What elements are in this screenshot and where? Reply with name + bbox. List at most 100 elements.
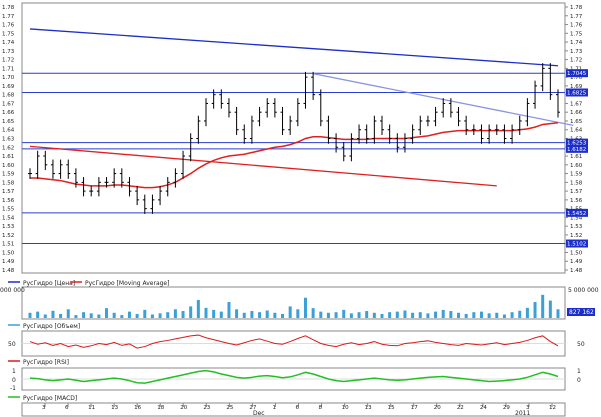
x-axis: 3 6 11 13 16 18 20 23 25 27 1 6 8 10 13 15 17 20 22 24 29 3 12… (21, 402, 566, 417)
volume-bar (250, 311, 254, 318)
volume-bar (464, 313, 468, 318)
price-panel[interactable]: 1.78 1.77 1.76 1.75 1.74 1.73 1.72 1.71 1.70 1.69… (2, 2, 588, 274)
volume-bar (518, 310, 522, 318)
price-y-tick-label-left: 1.54 (2, 215, 15, 221)
volume-bar (303, 297, 307, 318)
price-y-tick-label-left: 1.55 (2, 207, 15, 213)
volume-bar (112, 312, 116, 318)
x-tick-label: 6 (65, 405, 69, 411)
volume-bar (127, 311, 131, 318)
price-y-tick-label: 1.50 (570, 250, 583, 256)
level-label-box (566, 69, 588, 78)
x-tick-label: 6 (296, 405, 300, 411)
volume-bar (227, 302, 231, 318)
level-label: 1.6253 (567, 141, 587, 147)
macd-left-tick-mid: 0 (12, 377, 16, 384)
volume-bar (89, 313, 93, 318)
volume-bar (457, 312, 461, 318)
x-tick-label: 29 (503, 405, 510, 411)
volume-bar (97, 314, 101, 318)
price-y-tick-label-left: 1.59 (2, 172, 15, 178)
volume-bar (380, 313, 384, 318)
volume-bar (326, 312, 330, 318)
volume-bar (472, 312, 476, 318)
volume-bar (449, 311, 453, 318)
rsi-panel[interactable]: 50 50 РусГидро [RSI] (8, 330, 585, 366)
price-y-tick-label-left: 1.50 (2, 250, 15, 256)
volume-bar (158, 313, 162, 318)
price-y-tick-label: 1.77 (570, 14, 583, 20)
volume-bar (66, 309, 70, 318)
price-y-tick-label-left: 1.73 (2, 49, 15, 55)
volume-bar (319, 311, 323, 318)
x-tick-label: 18 (157, 405, 164, 411)
level-label-box (566, 138, 588, 147)
volume-bar (349, 313, 353, 318)
price-y-tick-label-left: 1.51 (2, 242, 14, 248)
price-y-tick-label: 1.48 (570, 268, 583, 274)
volume-bar (495, 312, 499, 318)
x-tick-label: 15 (388, 405, 395, 411)
volume-bar (334, 312, 338, 318)
trendline (29, 145, 497, 187)
price-y-tick-label: 1.75 (570, 31, 583, 37)
x-tick-label: 23 (203, 405, 210, 411)
x-tick-label: 11 (88, 405, 95, 411)
macd-panel[interactable]: 1 0 -1 1 0 РусГидро [MACD] (8, 367, 581, 402)
rsi-right-tick: 50 (577, 341, 585, 348)
price-y-tick-label: 1.58 (570, 180, 583, 186)
price-y-tick-label-left: 1.49 (2, 259, 15, 265)
price-y-tick-label-left: 1.69 (2, 84, 15, 90)
volume-bar (365, 311, 369, 318)
rsi-left-tick: 50 (8, 341, 16, 348)
volume-bar (441, 309, 445, 318)
volume-bar (502, 314, 506, 318)
price-y-tick-label-left: 1.52 (2, 233, 14, 239)
price-y-tick-label-left: 1.48 (2, 268, 15, 274)
price-y-tick-label: 1.53 (570, 224, 583, 230)
x-tick-label: 20 (180, 405, 187, 411)
price-y-tick-label: 1.70 (570, 75, 583, 81)
price-y-tick-label: 1.60 (570, 163, 583, 169)
price-y-tick-label-left: 1.72 (2, 58, 14, 64)
price-y-tick-label-left: 1.70 (2, 75, 15, 81)
volume-bar (273, 312, 277, 318)
volume-bar (395, 311, 399, 318)
macd-right-tick-mid: 0 (577, 377, 581, 384)
legend-volume-label: РусГидро [Объем] (23, 323, 80, 330)
price-y-tick-label-left: 1.77 (2, 14, 15, 20)
price-legend: РусГидро [Цена] РусГидро [Moving Average… (8, 280, 169, 287)
volume-bar (372, 312, 376, 318)
volume-bar (388, 312, 392, 318)
price-y-tick-label-left: 1.67 (2, 101, 15, 107)
level-label: 1.5102 (567, 242, 586, 248)
x-tick-label: 20 (434, 405, 441, 411)
price-y-tick-label: 1.76 (570, 23, 583, 29)
volume-right-tick: 5 000 000 (568, 287, 599, 294)
price-y-tick-label: 1.56 (570, 198, 583, 204)
price-y-tick-label-left: 1.71 (2, 66, 14, 72)
price-y-tick-label: 1.72 (570, 58, 582, 64)
volume-bar (426, 313, 430, 318)
x-tick-label: 13 (365, 405, 372, 411)
horizontal-levels (22, 72, 565, 245)
trendline (29, 28, 559, 67)
volume-last-value-box (567, 308, 595, 316)
x-axis-ticks: 3 6 11 13 16 18 20 23 25 27 1 6 8 10 13 15 17 20 22 24 29 3 12 (42, 403, 556, 411)
price-y-tick-label-left: 1.74 (2, 40, 15, 46)
price-y-axis-left: 1.78 1.77 1.76 1.75 1.74 1.73 1.72 1.71 1.70 1.69… (2, 5, 15, 274)
price-y-tick-label: 1.73 (570, 49, 583, 55)
x-tick-label: 8 (319, 405, 323, 411)
price-y-tick-label: 1.52 (570, 233, 582, 239)
price-y-tick-label-left: 1.65 (2, 119, 15, 125)
volume-bar (418, 312, 422, 318)
level-label: 1.7045 (567, 71, 587, 77)
x-tick-label: 12 (549, 405, 556, 411)
volume-bar (548, 300, 552, 318)
price-y-tick-label-left: 1.75 (2, 31, 15, 37)
volume-bar (296, 309, 300, 318)
volume-bar (82, 312, 86, 318)
volume-panel[interactable]: 000 000 5 000 000 827 162 РусГидро [Объе… (0, 286, 599, 330)
level-label-box (566, 88, 588, 97)
